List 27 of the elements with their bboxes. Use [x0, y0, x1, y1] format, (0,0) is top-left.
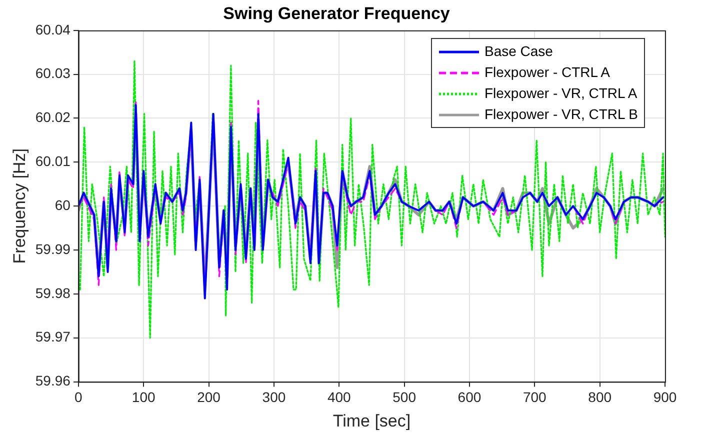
y-axis-title: Frequency [Hz]	[10, 148, 29, 264]
x-tick-label: 100	[132, 389, 156, 406]
x-tick-label: 700	[522, 389, 547, 406]
y-tick-label: 60	[54, 196, 71, 213]
y-tick-label: 60.02	[35, 109, 71, 126]
x-tick-label: 800	[588, 389, 612, 406]
x-tick-label: 200	[197, 389, 221, 406]
y-tick-label: 59.99	[35, 240, 71, 257]
x-tick-label: 500	[392, 389, 416, 406]
legend-label: Flexpower - VR, CTRL B	[484, 105, 638, 124]
x-tick-label: 900	[653, 389, 677, 406]
x-axis-title: Time [sec]	[332, 411, 411, 430]
y-tick-label: 60.03	[35, 65, 71, 82]
legend-label: Flexpower - VR, CTRL A	[484, 84, 638, 104]
x-tick-label: 0	[74, 389, 83, 406]
y-tick-label: 59.96	[35, 372, 71, 389]
legend-label: Flexpower - CTRL A	[484, 63, 610, 82]
y-tick-label: 60.01	[35, 153, 71, 170]
y-tick-label: 59.97	[35, 328, 71, 345]
line-series	[79, 60, 665, 339]
y-tick-label: 60.04	[35, 21, 71, 38]
y-tick-label: 59.98	[35, 284, 71, 301]
x-tick-label: 600	[458, 389, 482, 406]
x-tick-label: 300	[262, 389, 286, 406]
chart-title: Swing Generator Frequency	[223, 4, 450, 23]
x-tick-label: 400	[327, 389, 352, 406]
legend-label: Base Case	[484, 42, 553, 62]
